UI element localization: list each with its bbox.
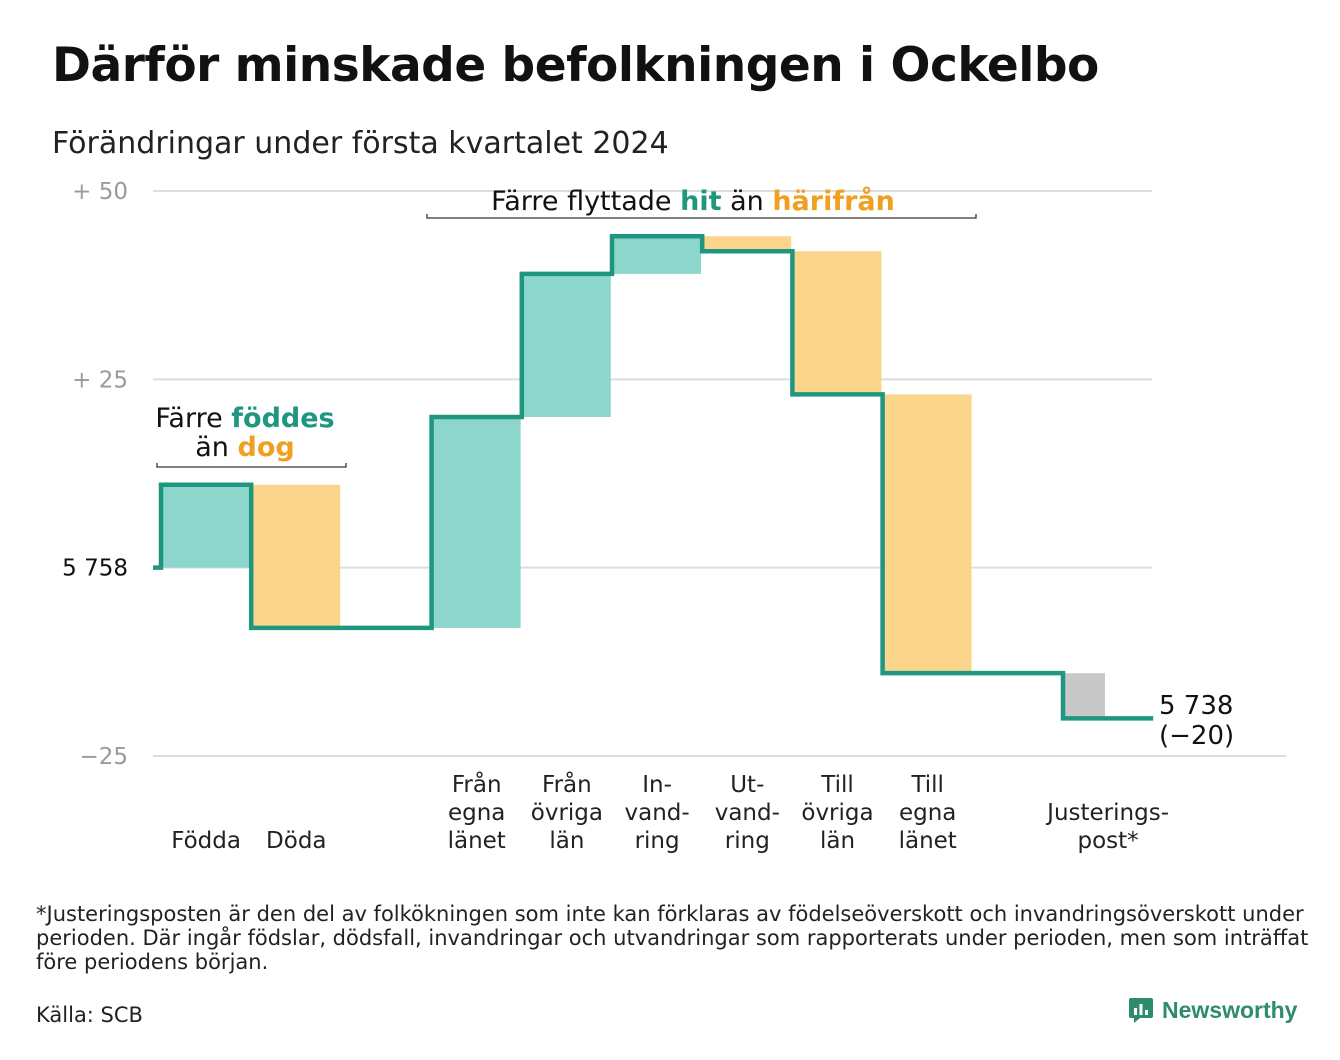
y-tick-label: + 25 (72, 367, 128, 393)
annotation-line: än dog (195, 432, 294, 463)
waterfall-bar (612, 236, 701, 274)
annotation-in-text: hit (680, 186, 721, 217)
category-label: länet (448, 828, 506, 854)
newsworthy-logo: Newsworthy (1128, 996, 1297, 1024)
source-note: Källa: SCB (36, 1003, 143, 1027)
category-label: ring (725, 828, 770, 854)
category-label: post* (1078, 828, 1139, 854)
y-tick-label: + 50 (72, 179, 128, 205)
waterfall-bar (161, 484, 250, 568)
category-label: län (549, 828, 584, 854)
annotation-plain-text: Färre flyttade (491, 186, 680, 217)
category-label: Till (910, 772, 944, 798)
category-label: Ut- (730, 772, 764, 798)
category-label: ring (635, 828, 680, 854)
annotation-births: Färre föddes än dog (155, 403, 334, 463)
annotation-out-text: dog (238, 432, 295, 463)
migration-bracket (426, 214, 977, 219)
category-label: övriga (531, 800, 603, 826)
y-tick-label: 5 758 (62, 556, 128, 582)
annotation-migration: Färre flyttade hit än härifrån (491, 185, 895, 217)
footnote: *Justeringsposten är den del av folkökni… (36, 902, 1309, 974)
annotation-out-text: härifrån (772, 185, 895, 217)
annotation-plain-text: än (195, 432, 237, 463)
category-label: Från (542, 770, 592, 798)
annotation-plain-text: än (722, 186, 773, 217)
annotation-in-text: föddes (231, 403, 334, 434)
waterfall-bar (251, 484, 341, 628)
end-value-label: (−20) (1159, 721, 1234, 751)
category-label: Döda (266, 828, 326, 854)
waterfall-bar (702, 236, 792, 252)
category-label: In- (642, 772, 672, 798)
annotation-line: Färre föddes (155, 403, 334, 434)
end-value-label: 5 738 (1159, 691, 1233, 721)
category-label: län (820, 828, 855, 854)
newsworthy-logo-icon (1129, 998, 1153, 1023)
chart-title: Därför minskade befolkningen i Ockelbo (52, 38, 1099, 93)
brand-name: Newsworthy (1162, 996, 1298, 1023)
waterfall-bar (882, 394, 972, 674)
annotation-plain-text: Färre (155, 403, 231, 434)
category-label: vand- (715, 800, 780, 826)
category-label: Födda (171, 828, 241, 854)
annotation-line: Färre flyttade hit än härifrån (491, 185, 895, 217)
category-label: Från (452, 770, 502, 798)
waterfall-bar (1063, 673, 1105, 719)
waterfall-bar (521, 273, 611, 417)
category-label: övriga (801, 800, 873, 826)
category-label: länet (899, 828, 957, 854)
category-label: egna (448, 800, 505, 826)
category-label: Till (820, 772, 854, 798)
category-label: vand- (625, 800, 690, 826)
cumulative-step-line (153, 233, 1154, 721)
category-label: Justerings- (1045, 800, 1169, 826)
category-label: egna (899, 800, 956, 826)
y-tick-label: −25 (79, 744, 128, 770)
births-bracket (156, 463, 347, 468)
waterfall-bar (792, 251, 882, 395)
chart-subtitle: Förändringar under första kvartalet 2024 (52, 126, 669, 161)
waterfall-bar (431, 417, 521, 628)
